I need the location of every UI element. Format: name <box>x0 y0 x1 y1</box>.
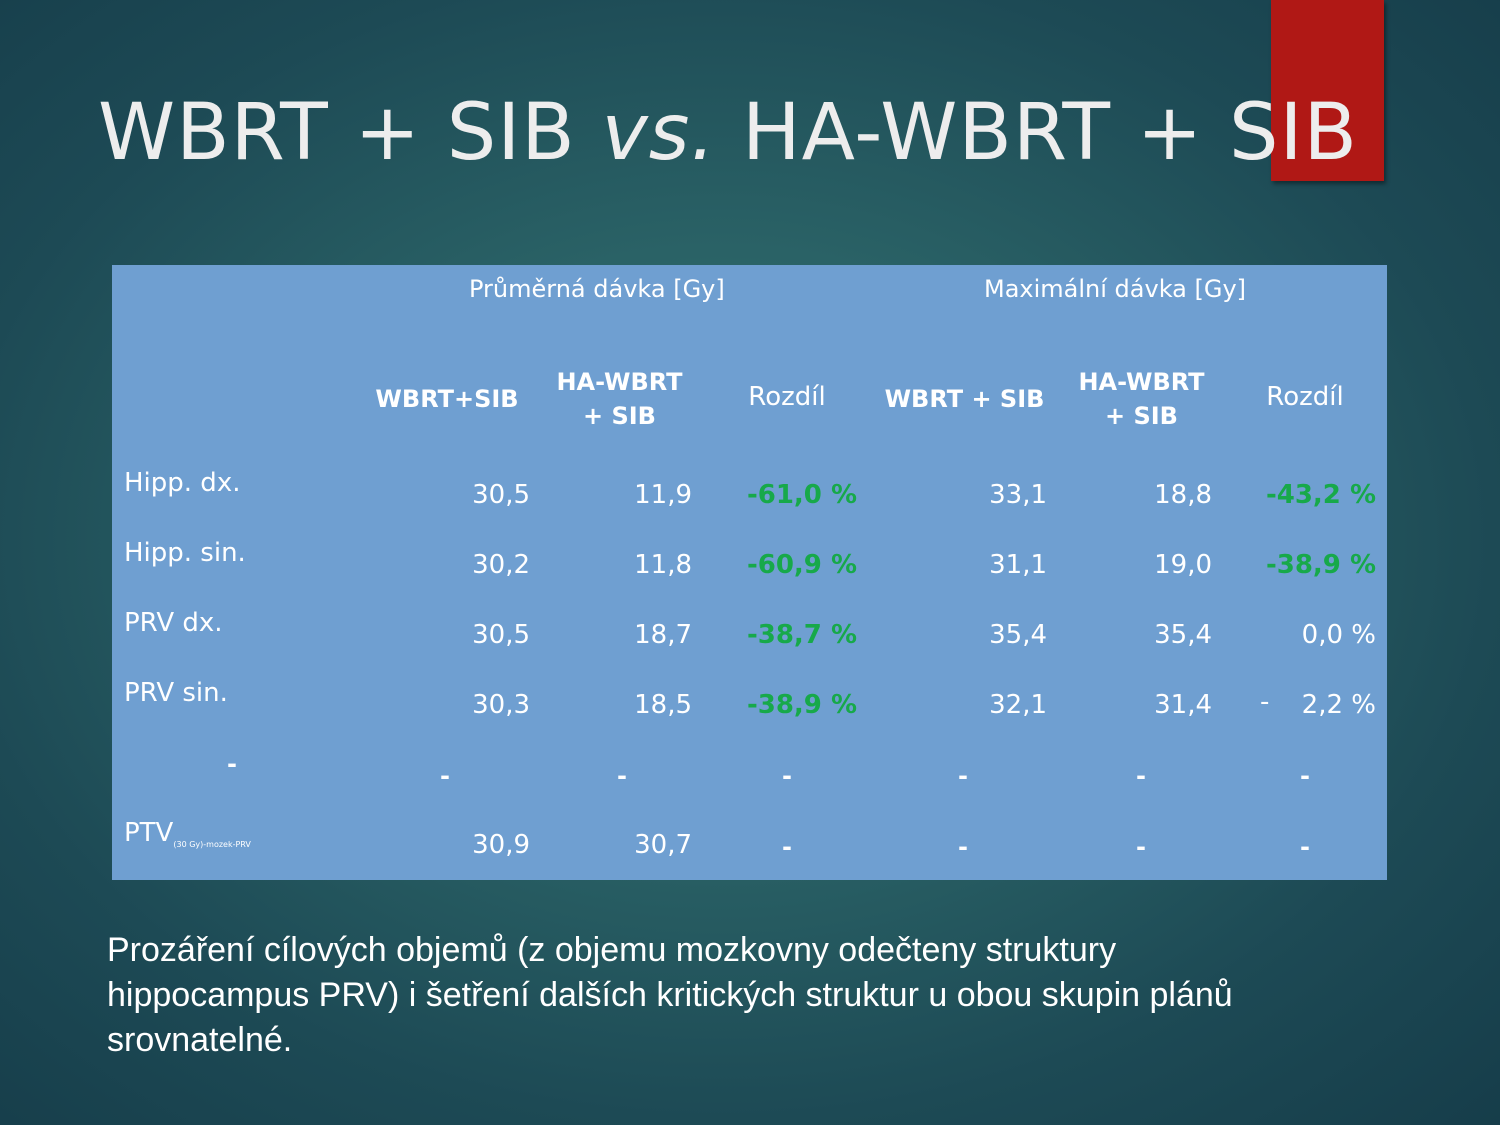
row-label-main: PTV <box>124 818 174 848</box>
cell-max-diff: - <box>1300 833 1310 861</box>
title-italic: vs. <box>601 88 717 178</box>
row-label: PRV dx. <box>124 608 223 638</box>
cell-max-wbrt: 33,1 <box>989 480 1047 510</box>
accent-bar <box>1271 0 1384 181</box>
cell-max-ha: 35,4 <box>1154 620 1212 650</box>
cell-mean-ha: 30,7 <box>634 830 692 860</box>
row-label: - <box>227 750 237 778</box>
cell-mean-diff: -60,9 % <box>746 550 857 580</box>
cell-max-diff: 2,2 % <box>1301 690 1376 720</box>
cell-mean-wbrt: - <box>440 762 450 790</box>
row-label: Hipp. dx. <box>124 468 241 498</box>
cell-mean-diff: - <box>782 833 792 861</box>
col-header-ha-wbrt-mean-line2: + SIB <box>583 402 656 430</box>
cell-mean-diff: -61,0 % <box>746 480 857 510</box>
slide-title: WBRT + SIB vs. HA-WBRT + SIB <box>98 88 1358 178</box>
col-header-diff-mean: Rozdíl <box>748 382 826 412</box>
cell-max-ha: 19,0 <box>1154 550 1212 580</box>
row-label: PRV sin. <box>124 678 228 708</box>
cell-mean-diff: - <box>782 762 792 790</box>
cell-max-diff-prefix: - <box>1260 687 1270 717</box>
col-header-ha-wbrt-max: HA-WBRT + SIB <box>1064 365 1219 433</box>
cell-mean-ha: 18,7 <box>634 620 692 650</box>
cell-max-ha: - <box>1136 762 1146 790</box>
cell-max-wbrt: 35,4 <box>989 620 1047 650</box>
cell-mean-ha: 11,8 <box>634 550 692 580</box>
col-header-ha-wbrt-mean-line1: HA-WBRT <box>556 368 683 396</box>
col-header-ha-wbrt-max-line2: + SIB <box>1105 402 1178 430</box>
conclusion-text: Prozáření cílových objemů (z objemu mozk… <box>107 931 1233 1059</box>
col-header-diff-max: Rozdíl <box>1266 382 1344 412</box>
cell-mean-diff: -38,9 % <box>746 690 857 720</box>
cell-mean-ha: - <box>617 762 627 790</box>
row-label: Hipp. sin. <box>124 538 246 568</box>
cell-max-wbrt: - <box>958 833 968 861</box>
row-label-subscript: (30 Gy)-mozek-PRV <box>173 840 251 850</box>
cell-max-ha: - <box>1136 833 1146 861</box>
cell-mean-wbrt: 30,2 <box>472 550 530 580</box>
col-header-wbrt-sib-max: WBRT + SIB <box>884 385 1045 413</box>
group-header-max: Maximální dávka [Gy] <box>984 275 1247 303</box>
title-rest: HA-WBRT + SIB <box>716 88 1359 178</box>
col-header-wbrt-sib-mean: WBRT+SIB <box>375 385 519 413</box>
cell-mean-wbrt: 30,9 <box>472 830 530 860</box>
col-header-ha-wbrt-max-line1: HA-WBRT <box>1078 368 1205 396</box>
cell-max-diff: -38,9 % <box>1265 550 1376 580</box>
cell-max-wbrt: - <box>958 762 968 790</box>
cell-max-diff: -43,2 % <box>1265 480 1376 510</box>
cell-max-diff: - <box>1300 762 1310 790</box>
row-label-ptv: PTV(30 Gy)-mozek-PRV <box>124 818 251 849</box>
col-header-ha-wbrt-mean: HA-WBRT + SIB <box>542 365 697 433</box>
cell-mean-wbrt: 30,3 <box>472 690 530 720</box>
cell-max-ha: 31,4 <box>1154 690 1212 720</box>
cell-mean-wbrt: 30,5 <box>472 480 530 510</box>
cell-max-wbrt: 32,1 <box>989 690 1047 720</box>
group-header-mean: Průměrná dávka [Gy] <box>469 275 725 303</box>
cell-max-diff: 0,0 % <box>1301 620 1376 650</box>
cell-max-wbrt: 31,1 <box>989 550 1047 580</box>
cell-mean-wbrt: 30,5 <box>472 620 530 650</box>
cell-max-ha: 18,8 <box>1154 480 1212 510</box>
title-main: WBRT + SIB <box>98 88 602 178</box>
cell-mean-diff: -38,7 % <box>746 620 857 650</box>
cell-mean-ha: 11,9 <box>634 480 692 510</box>
dose-table: Průměrná dávka [Gy] Maximální dávka [Gy]… <box>112 265 1387 880</box>
cell-mean-ha: 18,5 <box>634 690 692 720</box>
